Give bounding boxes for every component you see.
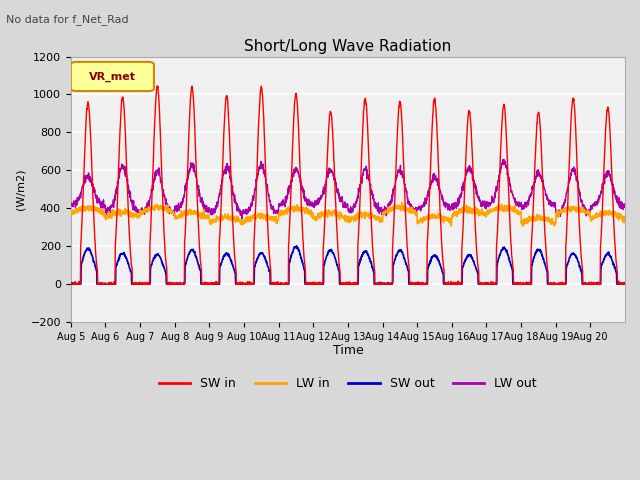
Y-axis label: (W/m2): (W/m2)	[15, 168, 25, 210]
Text: VR_met: VR_met	[89, 72, 136, 82]
Legend: SW in, LW in, SW out, LW out: SW in, LW in, SW out, LW out	[154, 372, 542, 396]
FancyBboxPatch shape	[71, 62, 154, 91]
X-axis label: Time: Time	[333, 345, 364, 358]
Text: No data for f_Net_Rad: No data for f_Net_Rad	[6, 14, 129, 25]
Title: Short/Long Wave Radiation: Short/Long Wave Radiation	[244, 39, 451, 54]
